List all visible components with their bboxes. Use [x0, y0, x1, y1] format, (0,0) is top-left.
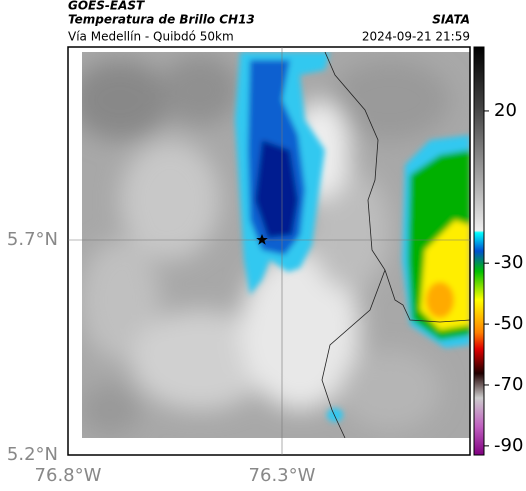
route: Vía Medellín - Quibdó 50km	[68, 30, 234, 44]
colorbar-tick-label: -30	[494, 252, 523, 273]
lon-label: 76.3°W	[249, 465, 316, 486]
subtitle: Temperatura de Brillo CH13	[68, 13, 255, 27]
lat-label: 5.2°N	[7, 444, 58, 465]
colorbar-tick-label: -50	[494, 313, 523, 334]
title: GOES-EAST	[68, 0, 145, 13]
colorbar	[473, 46, 485, 456]
map-image	[67, 46, 471, 456]
colorbar-tick-label: -70	[494, 374, 523, 395]
datetime: 2024-09-21 21:59	[362, 30, 470, 44]
lat-label: 5.7°N	[7, 229, 58, 250]
colorbar-tick-label: -90	[494, 435, 523, 456]
colorbar-tick-label: 20	[494, 100, 517, 121]
lon-label: 76.8°W	[35, 465, 102, 486]
source: SIATA	[432, 13, 470, 27]
